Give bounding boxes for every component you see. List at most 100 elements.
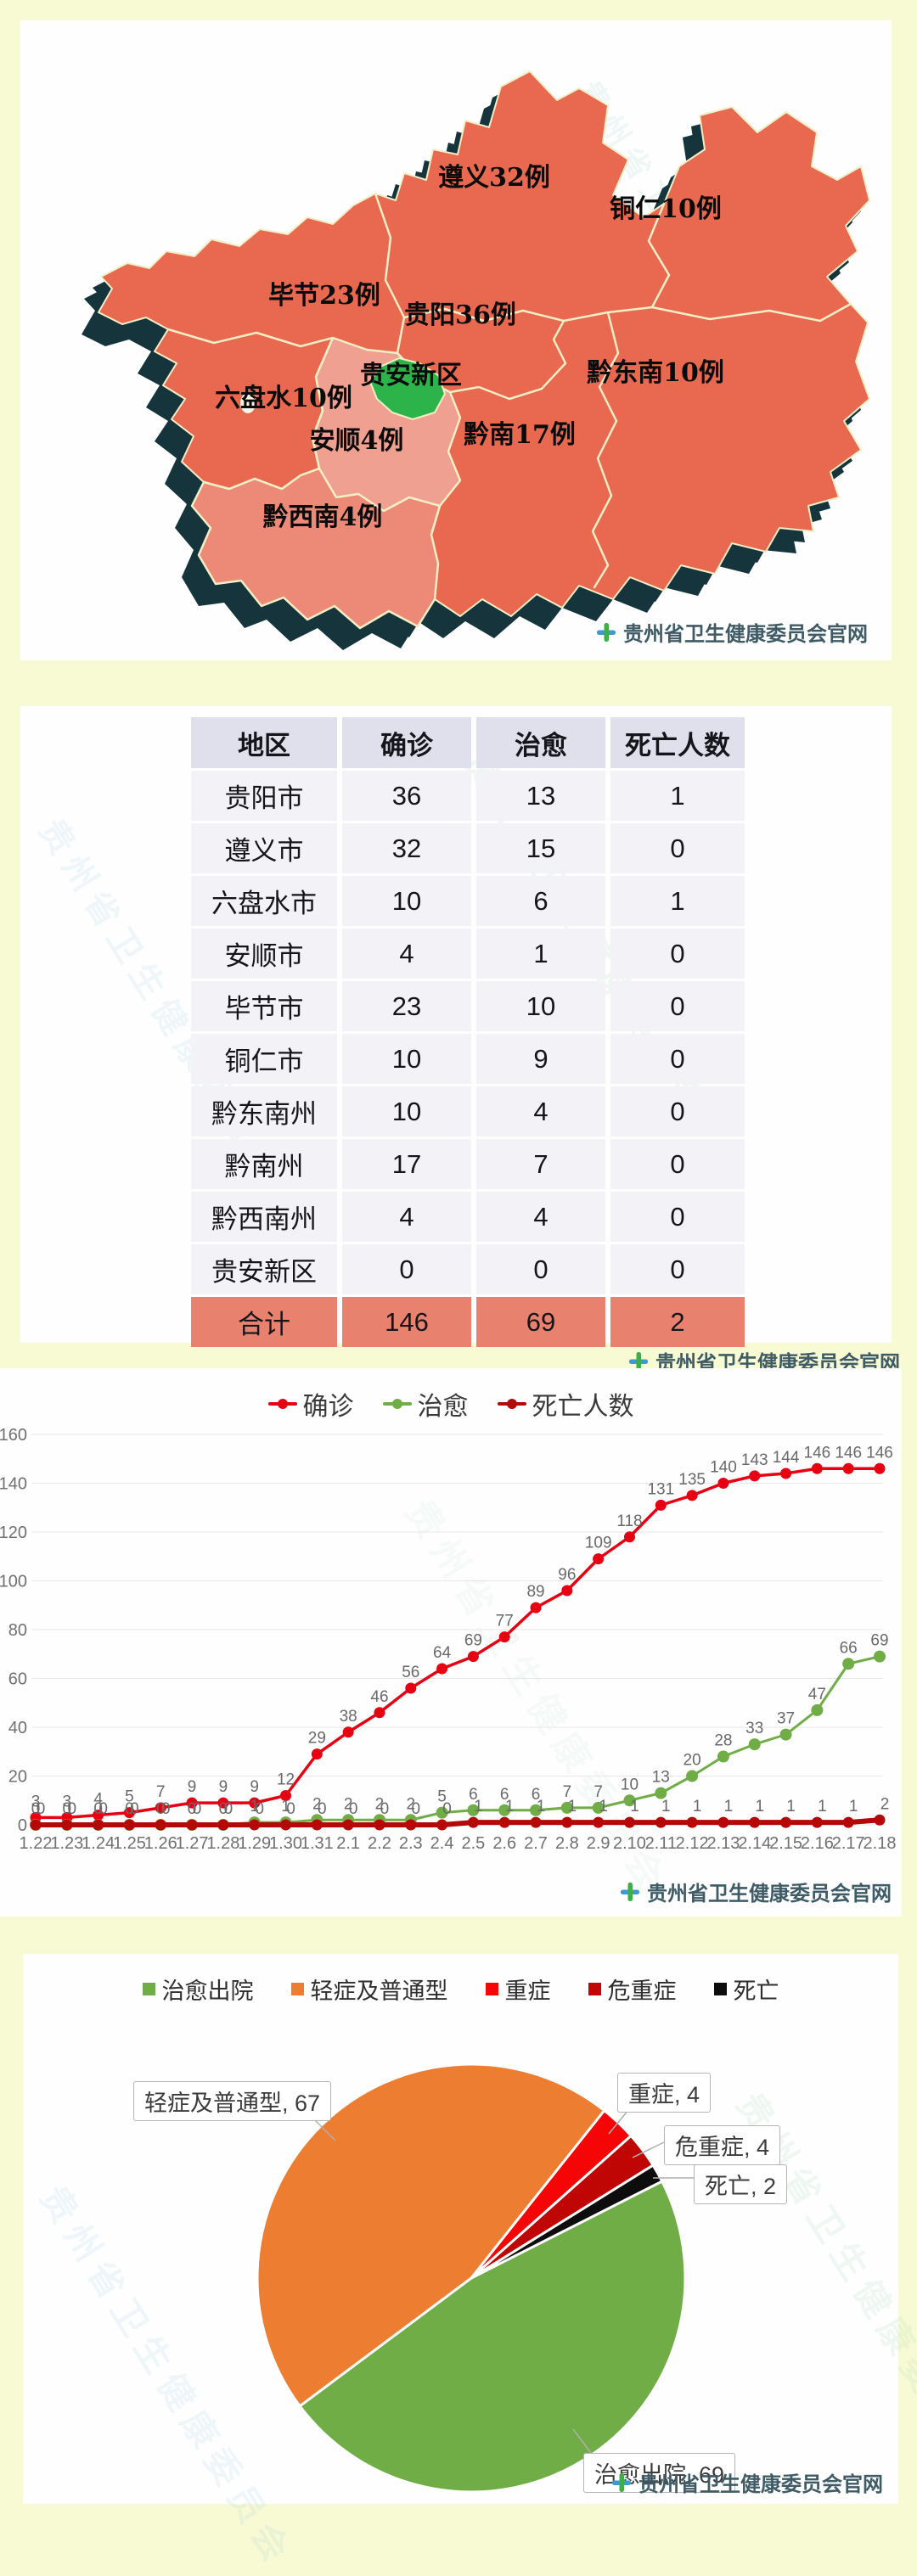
data-point-label: 46 — [370, 1688, 388, 1706]
region-cell: 贵安新区 — [191, 1244, 337, 1294]
x-axis-tick: 2.10 — [613, 1834, 646, 1853]
value-cell: 32 — [342, 823, 471, 873]
legend-label: 治愈 — [417, 1393, 469, 1421]
data-point — [623, 1816, 635, 1828]
data-point — [30, 1819, 42, 1831]
x-axis-tick: 2.2 — [368, 1834, 391, 1853]
data-point — [874, 1462, 886, 1474]
medical-cross-icon — [621, 1882, 639, 1901]
pie-label-critical: 危重症, 4 — [664, 2125, 781, 2165]
y-axis-tick: 0 — [18, 1816, 27, 1835]
data-point — [436, 1819, 448, 1831]
series-line-死亡人数 — [36, 1817, 880, 1827]
value-cell: 10 — [476, 981, 605, 1031]
x-axis-tick: 1.25 — [113, 1834, 146, 1853]
data-point-label: 144 — [773, 1449, 800, 1467]
data-point-label: 0 — [380, 1800, 390, 1818]
value-cell: 4 — [342, 929, 471, 979]
value-cell: 7 — [476, 1139, 605, 1189]
data-point-label: 9 — [250, 1778, 259, 1796]
region-cell: 黔南州 — [191, 1139, 337, 1189]
value-cell: 23 — [342, 981, 471, 1031]
pie-label-death: 死亡, 2 — [694, 2164, 788, 2204]
data-point — [530, 1804, 543, 1816]
legend-item-死亡人数: 死亡人数 — [497, 1385, 634, 1423]
data-point-label: 7 — [594, 1783, 603, 1801]
data-point-label: 13 — [652, 1769, 670, 1787]
data-point — [467, 1816, 479, 1828]
map-label-qianxinan: 黔西南4例 — [263, 502, 383, 532]
data-point-label: 6 — [532, 1786, 541, 1804]
y-axis-tick: 60 — [8, 1670, 27, 1689]
map-label-qiandongnan: 黔东南10例 — [587, 358, 724, 388]
data-point-label: 1 — [849, 1798, 858, 1816]
data-point-label: 131 — [647, 1480, 674, 1498]
data-point — [217, 1797, 229, 1809]
data-point-label: 0 — [318, 1800, 327, 1818]
legend-item-重症: 重症 — [485, 1973, 551, 2006]
data-point-label: 0 — [98, 1800, 108, 1818]
y-axis-tick: 40 — [8, 1719, 27, 1737]
data-point-label: 10 — [621, 1776, 639, 1793]
x-axis-tick: 2.17 — [832, 1834, 865, 1853]
region-cell: 六盘水市 — [191, 876, 337, 926]
value-cell: 1 — [610, 771, 745, 821]
data-point — [874, 1650, 886, 1663]
line-dot-marker-icon — [382, 1398, 412, 1410]
value-cell: 0 — [610, 1244, 745, 1294]
data-point-label: 1 — [250, 1798, 259, 1816]
region-cell: 贵阳市 — [191, 771, 337, 821]
x-axis-tick: 1.27 — [176, 1834, 209, 1853]
x-axis-tick: 2.14 — [738, 1834, 771, 1853]
data-point — [655, 1816, 667, 1828]
map-label-anshun: 安顺4例 — [310, 426, 404, 456]
data-point-label: 109 — [585, 1535, 612, 1552]
data-point-label: 1 — [724, 1798, 734, 1816]
legend-item-治愈: 治愈 — [382, 1385, 469, 1423]
data-point-label: 28 — [714, 1732, 732, 1750]
table-row: 六盘水市 10 6 1 — [191, 876, 745, 926]
table-total-row: 合计 146 69 2 — [191, 1297, 745, 1347]
data-point-label: 1 — [661, 1798, 671, 1816]
column-header: 治愈 — [476, 717, 605, 768]
data-point-label: 69 — [464, 1632, 482, 1650]
table-row: 黔南州 17 7 0 — [191, 1139, 745, 1189]
data-point — [93, 1810, 104, 1821]
x-axis-tick: 1.31 — [301, 1834, 334, 1853]
value-cell: 0 — [610, 1139, 745, 1189]
data-point — [623, 1531, 635, 1543]
legend-label: 治愈出院 — [161, 1978, 254, 2004]
x-axis-tick: 2.3 — [399, 1834, 423, 1853]
data-point-label: 6 — [469, 1786, 478, 1804]
data-point — [780, 1816, 792, 1828]
trend-line-chart: 0204060801001201401601.221.231.241.251.2… — [0, 1426, 897, 1853]
data-point-label: 1 — [786, 1798, 796, 1816]
map-region-guian — [369, 357, 446, 420]
data-point-label: 77 — [496, 1613, 514, 1630]
data-point-label: 2 — [406, 1795, 415, 1813]
data-point-label: 38 — [340, 1708, 357, 1726]
value-cell: 4 — [476, 1192, 605, 1242]
x-axis-tick: 1.26 — [144, 1834, 177, 1853]
region-cell: 安顺市 — [191, 929, 337, 979]
source-watermark-text: 贵州省卫生健康委员会官网 — [623, 621, 868, 646]
pie-chart-legend: 治愈出院 轻症及普通型 重症 危重症 死亡 — [23, 1973, 898, 2006]
region-cell: 黔东南州 — [191, 1086, 337, 1136]
data-point-label: 0 — [68, 1800, 77, 1818]
value-cell: 36 — [342, 771, 471, 821]
data-point — [623, 1794, 636, 1807]
map-label-qiannan: 黔南17例 — [464, 420, 576, 450]
x-axis-tick: 1.22 — [20, 1834, 53, 1853]
pie-label-severe: 重症, 4 — [617, 2073, 712, 2113]
value-cell: 10 — [342, 1086, 471, 1136]
data-point — [717, 1750, 729, 1763]
map-region-labels: 遵义32例 铜仁10例 毕节23例 贵阳36例 黔东南10例 贵安新区 六盘水1… — [215, 163, 724, 532]
x-axis-tick: 2.18 — [864, 1834, 897, 1853]
data-point-label: 143 — [741, 1451, 768, 1469]
data-point-label: 96 — [558, 1566, 576, 1584]
data-point — [249, 1819, 261, 1831]
data-point-label: 1 — [693, 1798, 702, 1816]
data-point-label: 1 — [818, 1798, 827, 1816]
data-point — [498, 1816, 510, 1828]
data-point-label: 7 — [563, 1783, 572, 1801]
